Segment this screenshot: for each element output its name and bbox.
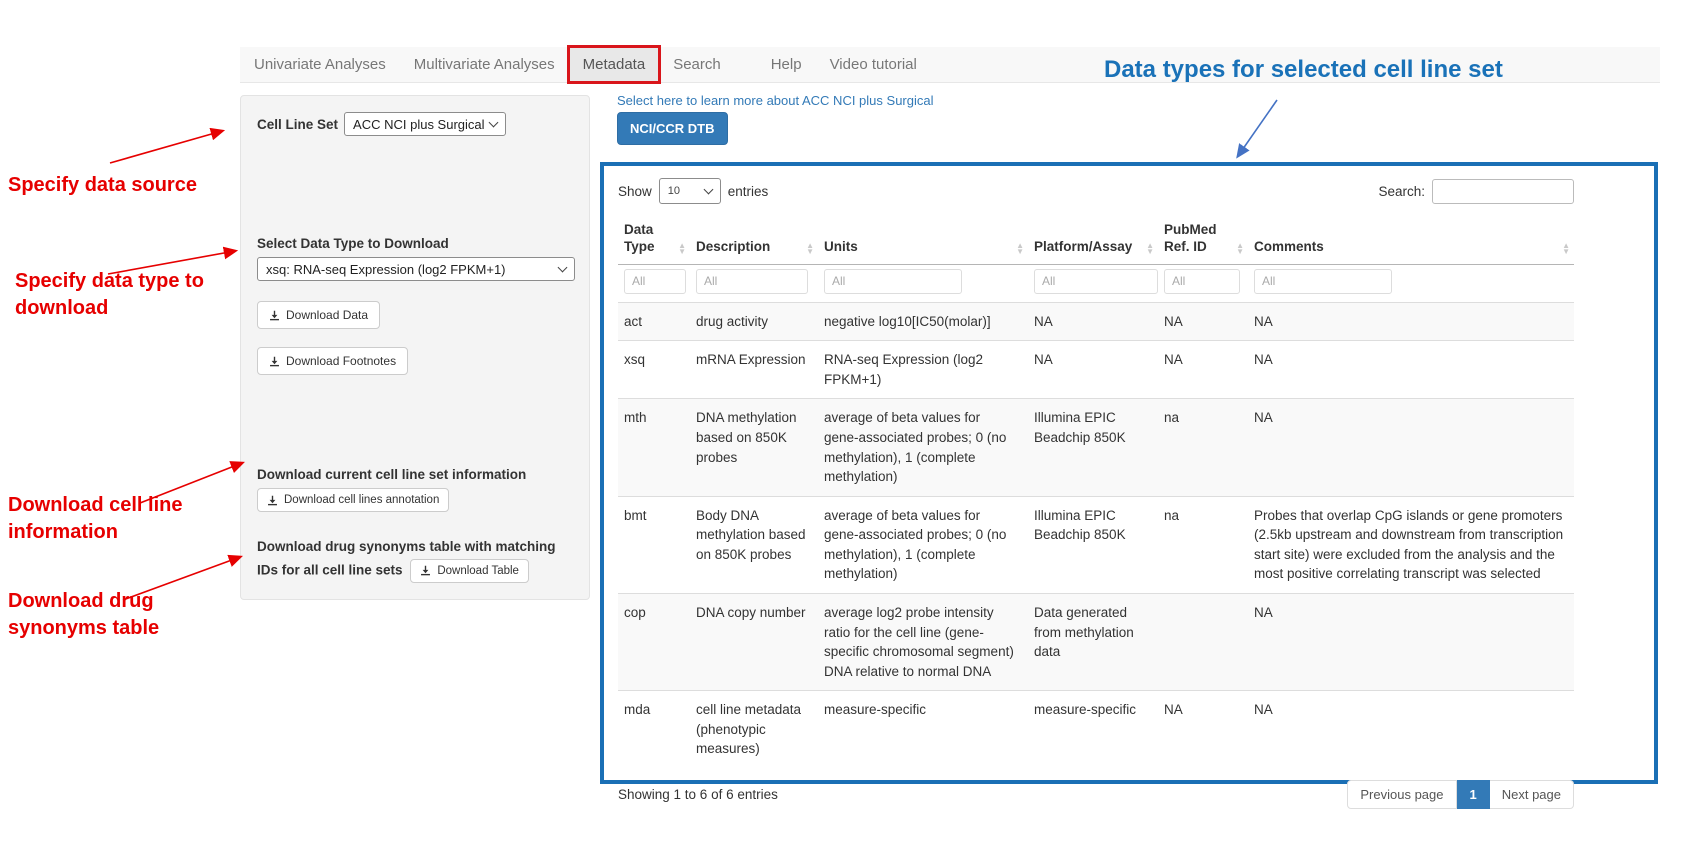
chevron-down-icon: [557, 262, 568, 273]
nav-item-univariate-analyses[interactable]: Univariate Analyses: [254, 56, 386, 73]
red-arrow-data-source: [109, 127, 226, 164]
download-footnotes-button[interactable]: Download Footnotes: [257, 347, 409, 375]
download-table-button[interactable]: Download Table: [410, 558, 529, 583]
nav-item-metadata[interactable]: Metadata: [566, 45, 662, 84]
chevron-down-icon: [703, 184, 714, 195]
download-cell-lines-annotation-button[interactable]: Download cell lines annotation: [257, 488, 450, 512]
download-icon: [270, 310, 279, 320]
data-type-value: xsq: RNA-seq Expression (log2 FPKM+1): [266, 261, 506, 277]
filter-input-data-type[interactable]: [624, 268, 686, 294]
metadata-table: Data Type ▲ ▼ Description ▲ ▼ Units ▲ ▼ Platfo…: [618, 216, 1574, 768]
column-header-comments[interactable]: Comments ▲ ▼: [1248, 216, 1574, 265]
download-data-button[interactable]: Download Data: [257, 301, 381, 329]
data-types-panel: Show 10 entries Search:: [600, 162, 1658, 809]
search-input[interactable]: [1432, 178, 1574, 204]
table-row: mda cell line metadata (phenotypic measu…: [618, 690, 1574, 768]
sort-icon: ▲ ▼: [678, 240, 686, 256]
annotation-download-cell-line-info: Download cell line information: [8, 494, 183, 543]
filter-input-pubmed[interactable]: [1164, 268, 1240, 294]
annotation-specify-data-type: Specify data type to download: [15, 270, 204, 319]
download-icon: [421, 566, 431, 576]
pagination: Previous page 1 Next page: [1347, 779, 1574, 809]
blue-arrow-data-types: [1236, 99, 1278, 159]
table-row: xsq mRNA Expression RNA-seq Expression (…: [618, 340, 1574, 399]
cell-line-set-select[interactable]: ACC NCI plus Surgical: [344, 112, 507, 136]
chevron-down-icon: [488, 117, 499, 128]
show-label: Show: [618, 183, 652, 199]
column-header-data-type[interactable]: Data Type ▲ ▼: [618, 216, 690, 265]
next-page-button[interactable]: Next page: [1489, 779, 1574, 809]
table-row: mth DNA methylation based on 850K probes…: [618, 398, 1574, 497]
previous-page-button[interactable]: Previous page: [1347, 779, 1457, 809]
top-nav: Univariate Analyses Multivariate Analyse…: [240, 45, 1660, 84]
cell-line-set-label: Cell Line Set: [257, 116, 339, 132]
column-header-units[interactable]: Units ▲ ▼: [818, 216, 1028, 265]
learn-more-link[interactable]: Select here to learn more about ACC NCI …: [617, 93, 934, 108]
search-label: Search:: [1378, 183, 1425, 199]
filter-input-description[interactable]: [696, 268, 808, 294]
drug-synonyms-heading: Download drug synonyms table with matchi…: [257, 539, 556, 578]
table-row: bmt Body DNA methylation based on 850K p…: [618, 495, 1574, 594]
annotation-data-types-for-set: Data types for selected cell line set: [1104, 56, 1503, 83]
column-header-platform[interactable]: Platform/Assay ▲ ▼: [1028, 216, 1158, 265]
annotation-specify-data-source: Specify data source: [8, 174, 197, 196]
download-sidebar: Cell Line Set ACC NCI plus Surgical Sele…: [240, 95, 590, 600]
download-icon: [268, 495, 277, 505]
sort-icon: ▲ ▼: [1016, 240, 1024, 256]
table-summary: Showing 1 to 6 of 6 entries: [618, 786, 778, 802]
nav-item-help[interactable]: Help: [770, 56, 802, 73]
current-page-button[interactable]: 1: [1456, 779, 1490, 809]
data-type-select[interactable]: xsq: RNA-seq Expression (log2 FPKM+1): [257, 257, 575, 281]
page-size-value: 10: [667, 185, 681, 197]
cell-line-set-value: ACC NCI plus Surgical: [353, 116, 485, 132]
nav-item-multivariate-analyses[interactable]: Multivariate Analyses: [413, 56, 555, 73]
sort-icon: ▲ ▼: [1562, 240, 1570, 256]
sort-icon: ▲ ▼: [806, 240, 814, 256]
column-header-pubmed[interactable]: PubMed Ref. ID ▲ ▼: [1158, 216, 1248, 265]
filter-input-units[interactable]: [824, 268, 962, 294]
nci-ccr-dtb-button[interactable]: NCI/CCR DTB: [617, 112, 728, 145]
column-header-description[interactable]: Description ▲ ▼: [690, 216, 818, 265]
download-icon: [270, 356, 279, 366]
page-size-select[interactable]: 10: [658, 178, 721, 204]
table-row: act drug activity negative log10[IC50(mo…: [618, 301, 1574, 341]
sort-icon: ▲ ▼: [1236, 240, 1244, 256]
sort-icon: ▲ ▼: [1146, 240, 1154, 256]
nav-item-video-tutorial[interactable]: Video tutorial: [829, 56, 917, 73]
nav-item-search[interactable]: Search: [673, 56, 721, 73]
filter-input-comments[interactable]: [1254, 268, 1392, 294]
annotation-download-drug-synonyms: Download drug synonyms table: [8, 590, 160, 639]
table-row: cop DNA copy number average log2 probe i…: [618, 592, 1574, 691]
entries-label: entries: [727, 183, 769, 199]
filter-input-platform[interactable]: [1034, 268, 1158, 294]
cell-line-info-heading: Download current cell line set informati…: [257, 467, 527, 482]
data-type-label: Select Data Type to Download: [257, 236, 449, 251]
